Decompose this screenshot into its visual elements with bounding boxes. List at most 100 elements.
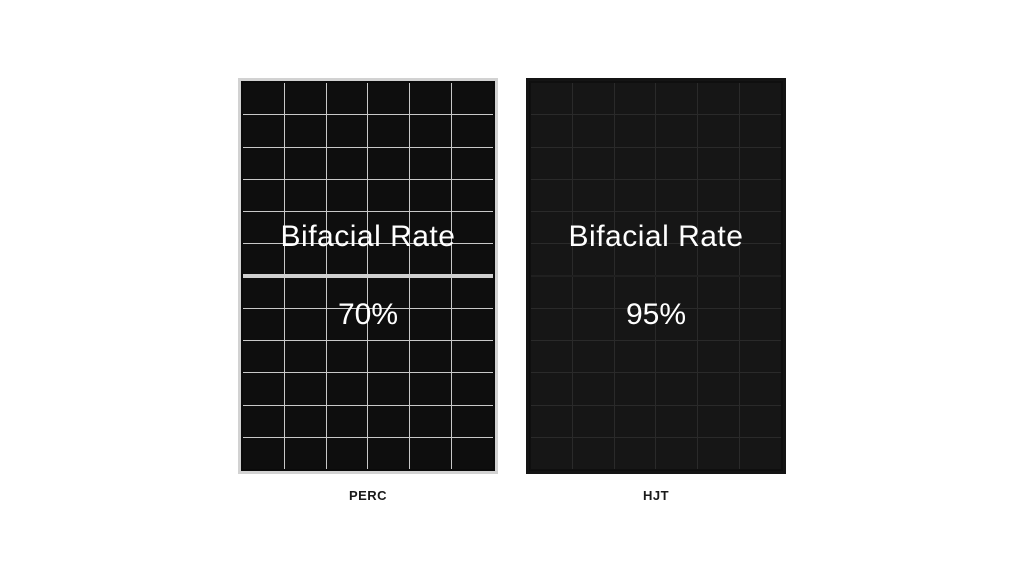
solar-cell <box>327 180 368 211</box>
solar-cell <box>573 277 614 308</box>
solar-cell <box>740 212 781 243</box>
solar-cell <box>327 115 368 146</box>
solar-cell <box>615 341 656 372</box>
perc-caption: PERC <box>349 488 387 503</box>
solar-cell <box>573 212 614 243</box>
solar-cell <box>327 244 368 275</box>
solar-cell <box>327 406 368 437</box>
solar-cell <box>615 244 656 275</box>
solar-cell <box>410 406 451 437</box>
perc-panel-frame: Bifacial Rate 70% <box>238 78 498 474</box>
solar-cell <box>243 83 284 114</box>
solar-cell <box>327 212 368 243</box>
solar-cell <box>368 373 409 404</box>
solar-cell <box>410 277 451 308</box>
solar-cell <box>285 212 326 243</box>
solar-cell <box>452 277 493 308</box>
solar-cell <box>368 341 409 372</box>
solar-cell <box>656 373 697 404</box>
solar-cell <box>573 83 614 114</box>
solar-cell <box>531 277 572 308</box>
solar-cell <box>615 180 656 211</box>
solar-cell <box>452 244 493 275</box>
solar-cell <box>698 244 739 275</box>
solar-cell <box>410 373 451 404</box>
solar-cell <box>327 148 368 179</box>
solar-cell <box>368 212 409 243</box>
solar-cell <box>452 406 493 437</box>
solar-cell <box>285 438 326 469</box>
solar-cell <box>573 406 614 437</box>
comparison-stage: Bifacial Rate 70% PERC Bifacial Rate 95%… <box>0 0 1024 576</box>
solar-cell <box>531 341 572 372</box>
solar-cell <box>656 244 697 275</box>
solar-cell <box>531 148 572 179</box>
solar-cell <box>615 373 656 404</box>
solar-cell <box>615 438 656 469</box>
solar-cell <box>452 148 493 179</box>
solar-cell <box>573 373 614 404</box>
solar-cell <box>452 115 493 146</box>
solar-cell <box>656 277 697 308</box>
solar-cell <box>698 438 739 469</box>
solar-cell <box>531 244 572 275</box>
solar-cell <box>531 373 572 404</box>
solar-cell <box>698 212 739 243</box>
solar-cell <box>452 83 493 114</box>
solar-cell <box>740 244 781 275</box>
solar-cell <box>698 83 739 114</box>
solar-cell <box>531 438 572 469</box>
solar-cell <box>410 244 451 275</box>
solar-cell <box>285 244 326 275</box>
solar-cell <box>285 83 326 114</box>
solar-cell <box>368 438 409 469</box>
solar-cell <box>573 115 614 146</box>
solar-cell <box>243 180 284 211</box>
solar-cell <box>615 212 656 243</box>
solar-cell <box>243 406 284 437</box>
solar-cell <box>327 438 368 469</box>
solar-cell <box>698 148 739 179</box>
solar-cell <box>573 309 614 340</box>
solar-cell <box>656 115 697 146</box>
solar-cell <box>740 115 781 146</box>
solar-cell <box>573 341 614 372</box>
solar-cell <box>698 309 739 340</box>
solar-cell <box>285 341 326 372</box>
solar-cell <box>615 115 656 146</box>
solar-cell <box>410 115 451 146</box>
solar-cell <box>243 341 284 372</box>
solar-cell <box>656 406 697 437</box>
solar-cell <box>740 309 781 340</box>
solar-cell <box>368 115 409 146</box>
solar-cell <box>452 309 493 340</box>
solar-cell <box>573 148 614 179</box>
solar-cell <box>615 309 656 340</box>
solar-cell <box>410 180 451 211</box>
solar-cell <box>243 244 284 275</box>
solar-cell <box>656 148 697 179</box>
solar-cell <box>615 277 656 308</box>
solar-cell <box>656 83 697 114</box>
solar-cell <box>698 180 739 211</box>
solar-cell <box>452 373 493 404</box>
solar-cell <box>327 341 368 372</box>
solar-cell <box>285 406 326 437</box>
panel-perc: Bifacial Rate 70% PERC <box>238 78 498 503</box>
solar-cell <box>452 341 493 372</box>
solar-cell <box>285 115 326 146</box>
solar-cell <box>740 438 781 469</box>
solar-cell <box>368 180 409 211</box>
solar-cell <box>368 277 409 308</box>
solar-cell <box>285 148 326 179</box>
solar-cell <box>740 277 781 308</box>
solar-cell <box>410 309 451 340</box>
solar-cell <box>531 83 572 114</box>
solar-cell <box>698 341 739 372</box>
solar-cell <box>243 309 284 340</box>
solar-cell <box>243 212 284 243</box>
solar-cell <box>698 406 739 437</box>
solar-cell <box>573 438 614 469</box>
solar-cell <box>452 212 493 243</box>
solar-cell <box>656 212 697 243</box>
